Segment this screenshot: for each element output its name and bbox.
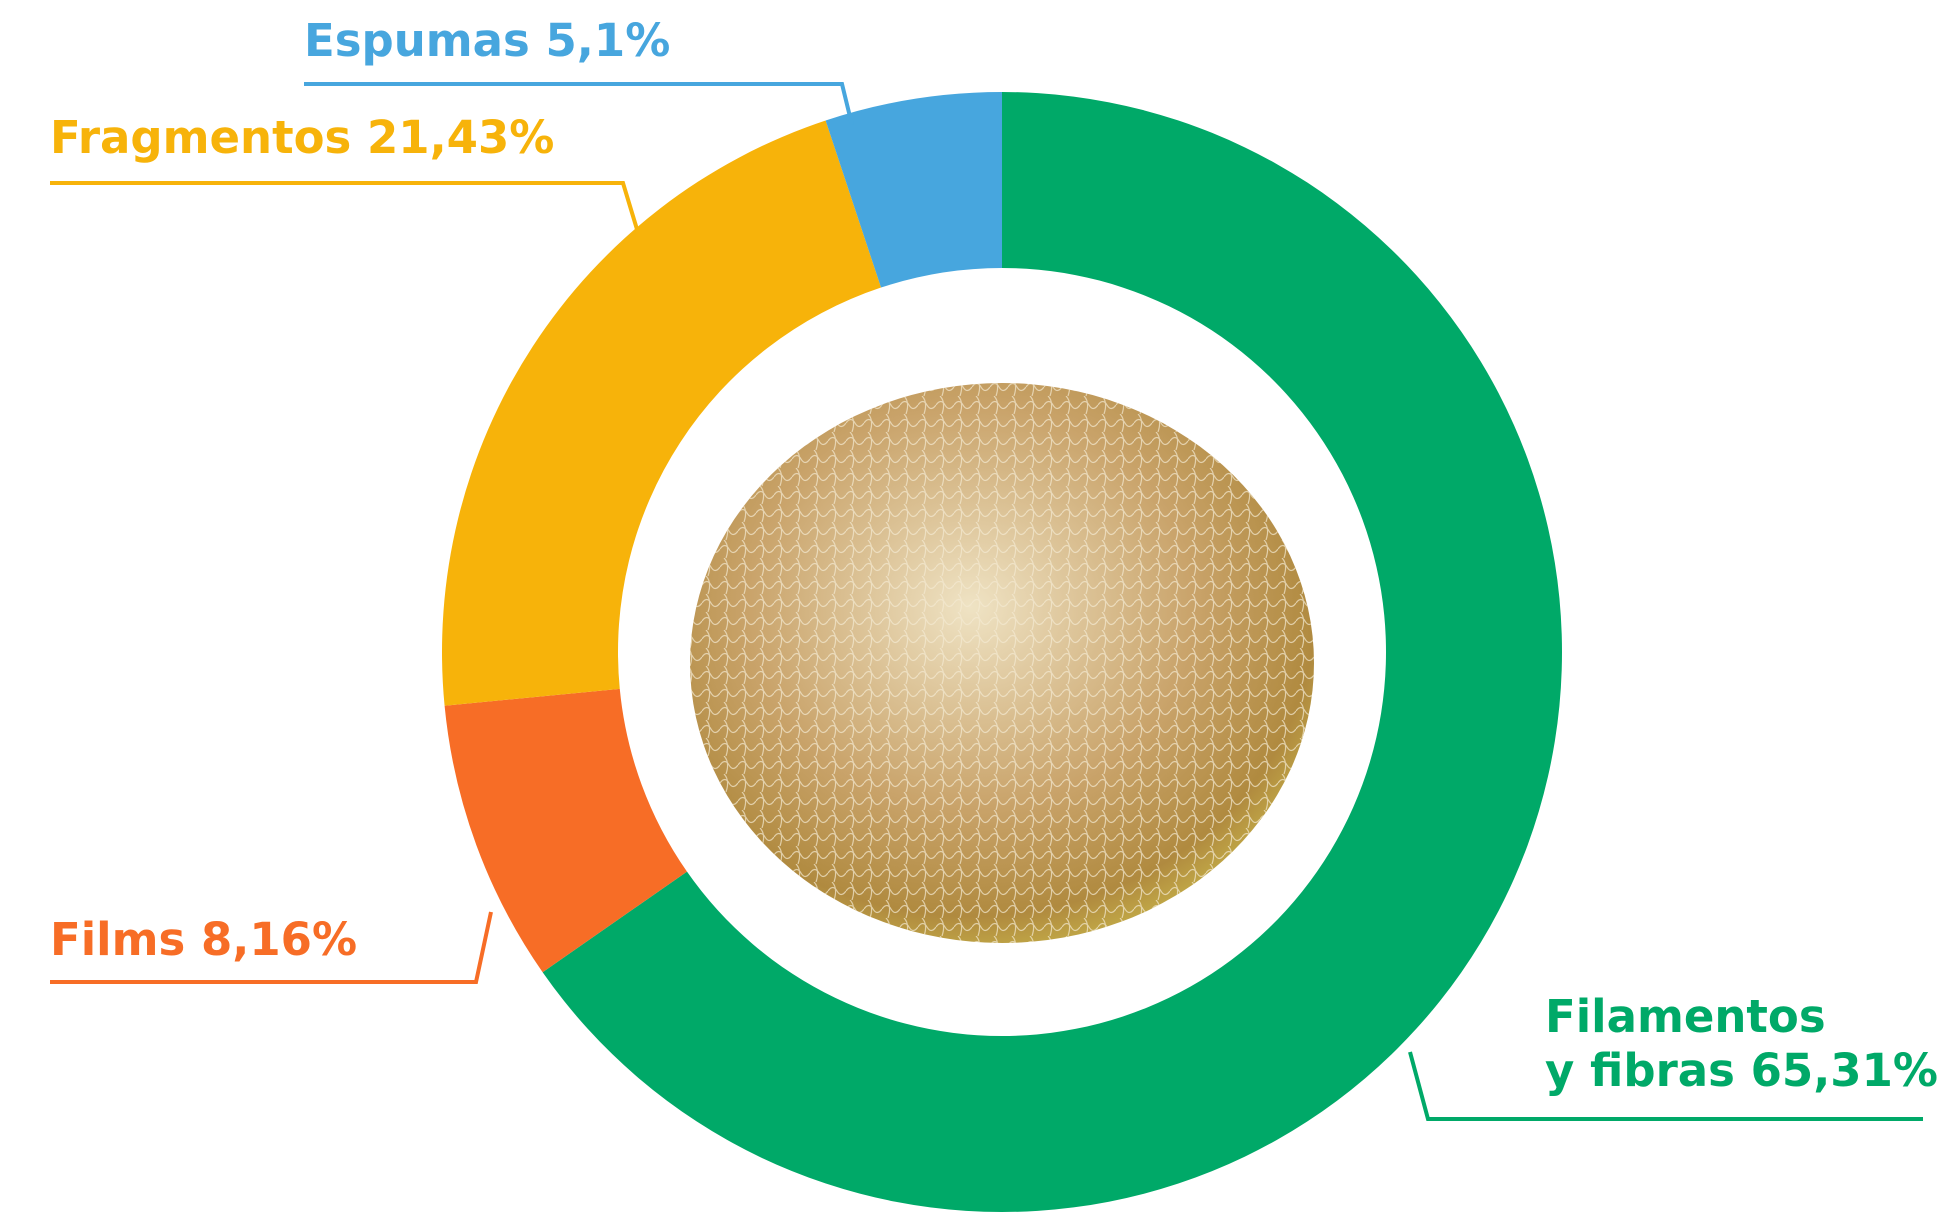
leader-line	[1408, 1051, 1923, 1121]
category-label: Filamentos y fibras	[1545, 990, 1826, 1097]
leader-line	[50, 181, 641, 237]
donut-slice	[825, 92, 1002, 288]
category-label: Films	[50, 913, 186, 966]
slice-label: Fragmentos 21,43%	[50, 111, 554, 165]
slice-label: Filamentos y fibras 65,31%	[1545, 990, 1938, 1098]
slice-label: Espumas 5,1%	[304, 14, 670, 68]
donut-slice	[542, 92, 1562, 1212]
category-label: Fragmentos	[50, 111, 352, 164]
donut-slice	[444, 688, 688, 973]
leader-line	[50, 911, 493, 984]
center-photo-texture	[690, 383, 1314, 943]
leader-line	[304, 82, 854, 126]
value-label: 65,31%	[1750, 1044, 1939, 1097]
donut-slice	[442, 120, 882, 706]
value-label: 8,16%	[200, 913, 358, 966]
value-label: 5,1%	[545, 14, 671, 67]
value-label: 21,43%	[366, 111, 555, 164]
category-label: Espumas	[304, 14, 530, 67]
slice-label: Films 8,16%	[50, 913, 357, 967]
